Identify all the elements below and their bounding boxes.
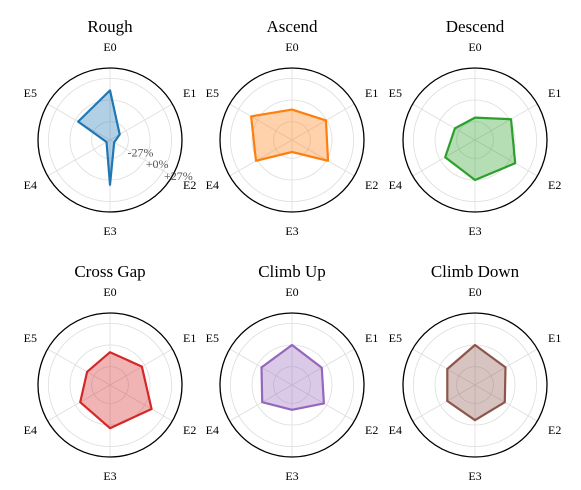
outer-circle [402, 312, 548, 458]
category-label: E4 [24, 178, 37, 192]
category-label: E2 [548, 178, 561, 192]
chart-title: Ascend [267, 17, 318, 36]
category-label: E3 [468, 469, 481, 483]
spoke [47, 384, 111, 422]
category-label: E0 [103, 40, 116, 54]
spoke [229, 103, 293, 141]
spoke [412, 139, 476, 177]
category-label: E5 [24, 86, 37, 100]
spoke [474, 139, 538, 177]
category-label: E4 [24, 423, 37, 437]
radar-area [250, 108, 330, 162]
category-label: E0 [103, 285, 116, 299]
spoke [412, 348, 476, 386]
category-label: E2 [365, 423, 378, 437]
category-label: E3 [285, 469, 298, 483]
category-label: E1 [183, 331, 196, 345]
spoke [412, 384, 476, 422]
category-label: E5 [206, 86, 219, 100]
outer-circle [37, 312, 183, 458]
category-label: E3 [103, 469, 116, 483]
category-label: E2 [183, 423, 196, 437]
category-label: E2 [365, 178, 378, 192]
outer-circle [37, 67, 183, 213]
spoke [229, 384, 293, 422]
category-label: E4 [206, 178, 219, 192]
category-label: E4 [206, 423, 219, 437]
outer-circle [219, 312, 365, 458]
r-tick-label: +27% [164, 169, 193, 183]
category-label: E0 [468, 285, 481, 299]
category-label: E1 [548, 86, 561, 100]
category-label: E0 [285, 285, 298, 299]
chart-title: Climb Up [258, 262, 326, 281]
r-tick-label: +0% [146, 157, 169, 171]
category-label: E5 [24, 331, 37, 345]
category-label: E5 [389, 86, 402, 100]
category-label: E4 [389, 178, 402, 192]
spoke [291, 103, 355, 141]
chart-title: Climb Down [431, 262, 520, 281]
spoke [291, 139, 355, 177]
spoke [47, 139, 111, 177]
category-label: E1 [365, 331, 378, 345]
r-tick-label: -27% [128, 146, 154, 160]
radar-area [79, 351, 153, 430]
category-label: E2 [548, 423, 561, 437]
category-label: E3 [468, 224, 481, 238]
spoke [47, 348, 111, 386]
outer-circle [219, 67, 365, 213]
spoke [109, 139, 173, 177]
spoke [412, 103, 476, 141]
category-label: E2 [183, 178, 196, 192]
category-label: E3 [103, 224, 116, 238]
spoke [229, 139, 293, 177]
category-label: E0 [285, 40, 298, 54]
spoke [109, 384, 173, 422]
category-label: E1 [365, 86, 378, 100]
category-label: E1 [183, 86, 196, 100]
category-label: E1 [548, 331, 561, 345]
category-label: E3 [285, 224, 298, 238]
spoke [474, 103, 538, 141]
chart-title: Rough [87, 17, 133, 36]
category-label: E4 [389, 423, 402, 437]
category-label: E5 [206, 331, 219, 345]
category-label: E5 [389, 331, 402, 345]
chart-title: Cross Gap [74, 262, 145, 281]
spoke [474, 384, 538, 422]
outer-circle [402, 67, 548, 213]
radar-area [260, 343, 325, 411]
category-label: E0 [468, 40, 481, 54]
chart-title: Descend [446, 17, 505, 36]
spoke [291, 348, 355, 386]
radar-area [446, 343, 507, 422]
radar-area [77, 89, 121, 186]
radar-area [444, 116, 517, 182]
